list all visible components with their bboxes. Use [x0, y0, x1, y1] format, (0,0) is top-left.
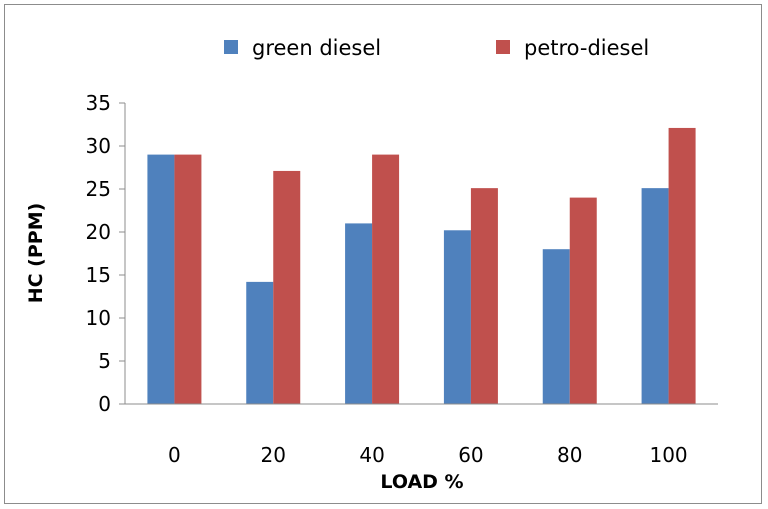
y-tick-label: 20 [86, 220, 111, 244]
x-axis-title: LOAD % [380, 471, 463, 493]
x-tick-label: 0 [168, 443, 181, 467]
x-tick-label: 20 [261, 443, 286, 467]
x-axis-ticks: 0 20 40 60 80 100 [168, 443, 688, 467]
bars [147, 127, 696, 404]
bar-petro-diesel-60 [470, 188, 498, 404]
legend: green diesel petro-diesel [224, 36, 649, 60]
legend-swatch-green-diesel [224, 40, 238, 54]
y-tick-label: 30 [86, 134, 111, 158]
legend-label-petro-diesel: petro-diesel [524, 36, 649, 60]
bar-green-diesel-100 [641, 188, 669, 404]
bar-petro-diesel-40 [372, 154, 400, 404]
bar-green-diesel-60 [443, 230, 471, 404]
bar-green-diesel-0 [147, 154, 175, 404]
legend-swatch-petro-diesel [496, 40, 510, 54]
y-tick-label: 35 [86, 91, 111, 115]
y-tick-label: 5 [98, 349, 111, 373]
bar-green-diesel-80 [542, 249, 570, 404]
bar-petro-diesel-100 [668, 127, 696, 404]
x-tick-label: 80 [557, 443, 582, 467]
bar-green-diesel-40 [345, 223, 373, 404]
y-axis-ticks: 0 5 10 15 20 25 30 35 [86, 91, 125, 416]
bar-green-diesel-20 [246, 281, 274, 404]
y-tick-label: 15 [86, 263, 111, 287]
bar-petro-diesel-20 [273, 170, 301, 404]
y-tick-label: 10 [86, 306, 111, 330]
bar-petro-diesel-80 [569, 197, 597, 404]
y-axis-title: HC (PPM) [25, 203, 47, 304]
legend-label-green-diesel: green diesel [252, 36, 381, 60]
y-tick-label: 0 [98, 392, 111, 416]
bar-petro-diesel-0 [174, 154, 202, 404]
x-tick-label: 40 [359, 443, 384, 467]
x-tick-label: 100 [649, 443, 687, 467]
y-tick-label: 25 [86, 177, 111, 201]
x-tick-label: 60 [458, 443, 483, 467]
